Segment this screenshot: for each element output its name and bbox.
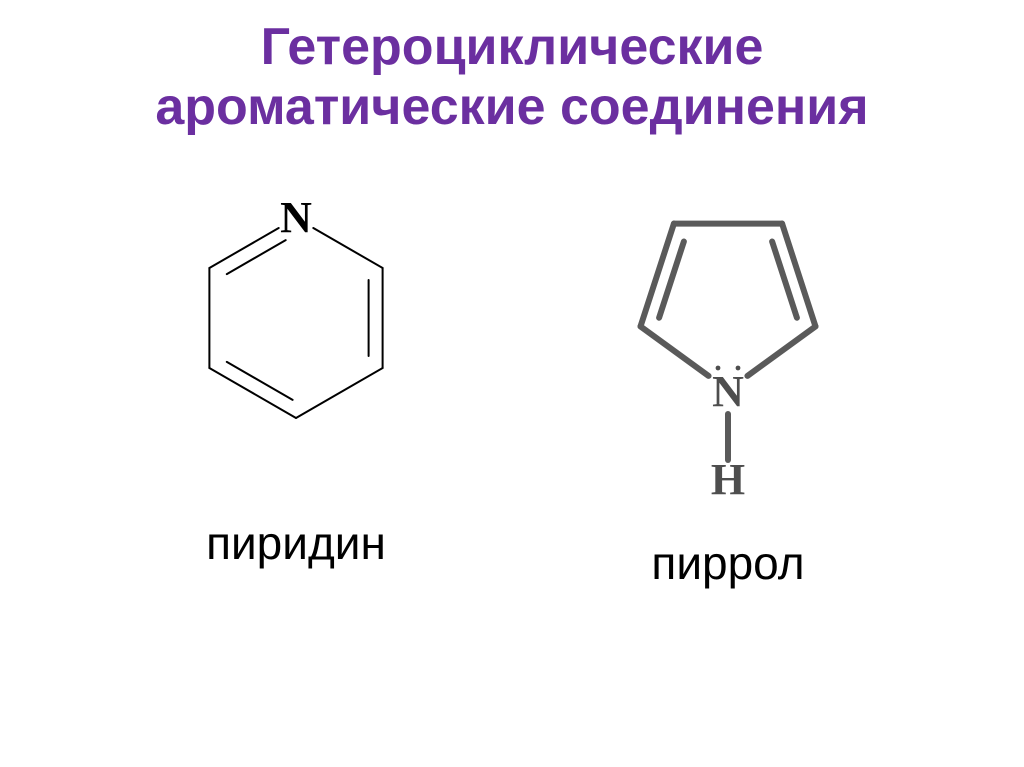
title-line-2: ароматические соединения [0,78,1024,138]
svg-text:N: N [280,193,312,242]
pyrrole-column: NH пиррол [538,168,918,590]
slide-title: Гетероциклические ароматические соединен… [0,0,1024,138]
title-line-1: Гетероциклические [0,18,1024,78]
pyrrole-structure: NH [598,168,858,508]
pyridine-structure: N [166,168,426,488]
svg-text:N: N [712,367,744,416]
structures-row: N пиридин NH пиррол [0,168,1024,590]
pyridine-column: N пиридин [106,168,486,570]
pyrrole-caption: пиррол [651,536,804,590]
svg-text:H: H [711,455,745,504]
pyridine-caption: пиридин [206,516,386,570]
slide: Гетероциклические ароматические соединен… [0,0,1024,767]
